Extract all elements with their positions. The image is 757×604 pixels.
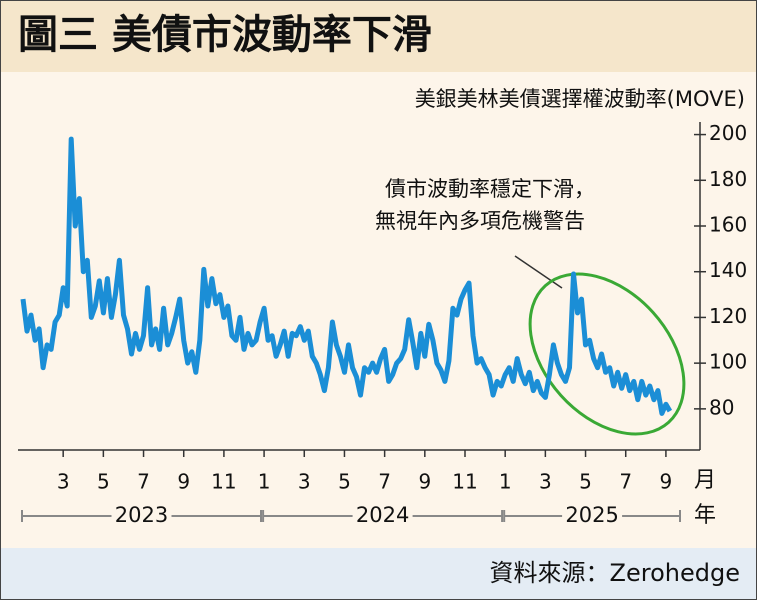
year-label: 2023 xyxy=(115,503,168,527)
y-tick-label: 140 xyxy=(709,258,747,282)
x-tick-label: 1 xyxy=(258,470,271,494)
source-bar xyxy=(0,548,757,600)
x-tick-label: 11 xyxy=(211,470,236,494)
x-tick-label: 1 xyxy=(499,470,512,494)
highlight-ellipse xyxy=(528,272,686,436)
x-tick-label: 5 xyxy=(579,470,592,494)
y-tick-label: 160 xyxy=(709,213,747,237)
x-tick-label: 9 xyxy=(660,470,673,494)
y-axis-label: 美銀美林美債選擇權波動率(MOVE) xyxy=(415,87,745,111)
x-tick-label: 5 xyxy=(338,470,351,494)
x-unit: 月 xyxy=(694,468,716,493)
year-unit: 年 xyxy=(694,503,716,528)
annotation-line: 債市波動率穩定下滑， xyxy=(385,177,595,201)
x-tick-label: 3 xyxy=(539,470,552,494)
source: 資料來源：Zerohedge xyxy=(490,559,740,587)
x-tick-label: 5 xyxy=(97,470,110,494)
x-tick-label: 3 xyxy=(57,470,70,494)
annotation-line: 無視年內多項危機警告 xyxy=(375,209,585,233)
annotation-leader xyxy=(514,255,563,289)
y-tick-label: 80 xyxy=(709,395,734,419)
year-label: 2024 xyxy=(356,503,409,527)
y-tick-label: 100 xyxy=(709,350,747,374)
year-label: 2025 xyxy=(565,503,618,527)
y-tick-label: 200 xyxy=(709,121,747,145)
y-tick-label: 120 xyxy=(709,304,747,328)
x-tick-label: 7 xyxy=(619,470,632,494)
x-tick-label: 3 xyxy=(298,470,311,494)
y-tick-label: 180 xyxy=(709,167,747,191)
x-tick-label: 9 xyxy=(418,470,431,494)
line-series xyxy=(20,136,673,416)
x-tick-label: 11 xyxy=(452,470,477,494)
x-tick-label: 7 xyxy=(137,470,150,494)
x-tick-label: 7 xyxy=(378,470,391,494)
chart-title: 圖三 美債市波動率下滑 xyxy=(18,11,432,58)
x-tick-label: 9 xyxy=(177,470,190,494)
title-bar xyxy=(0,0,757,72)
